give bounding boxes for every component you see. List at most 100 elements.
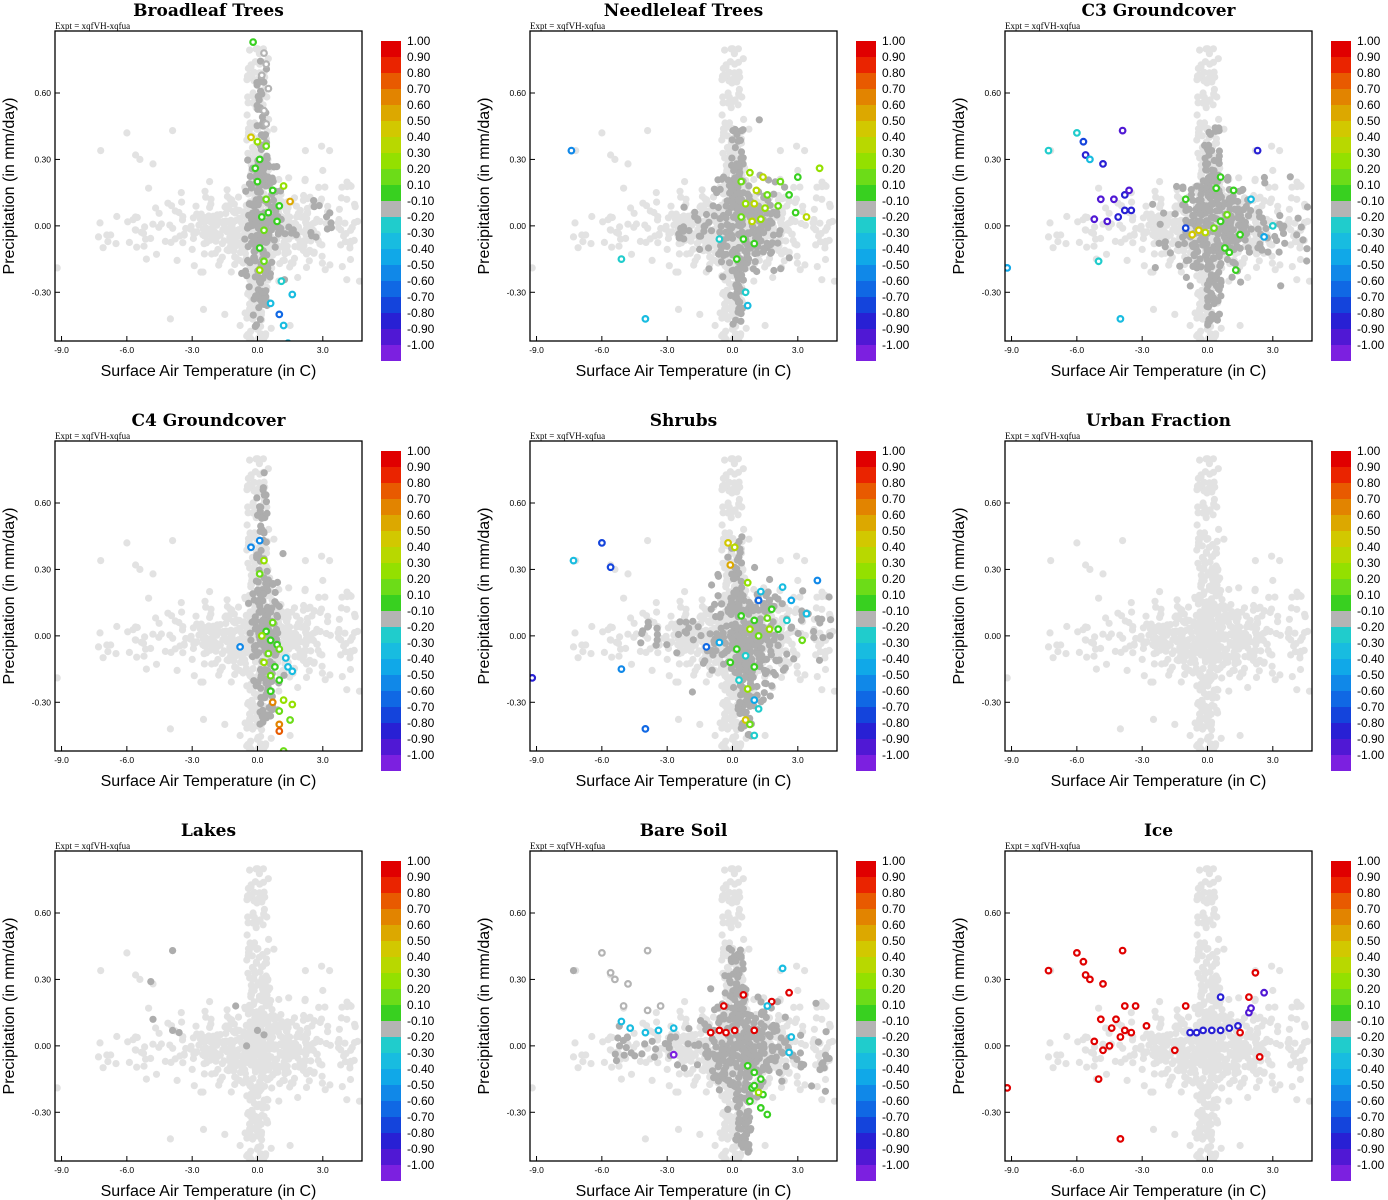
background-point	[1130, 230, 1138, 238]
panel-title: Broadleaf Trees	[133, 1, 284, 21]
grey-point	[745, 182, 753, 190]
background-point	[136, 565, 144, 574]
x-tick-label: 3.0	[792, 345, 804, 355]
background-point	[338, 593, 346, 601]
grey-point	[1209, 315, 1217, 323]
grey-point	[749, 265, 757, 273]
background-point	[667, 202, 675, 210]
data-point	[1079, 137, 1088, 146]
background-point	[630, 209, 638, 217]
y-tick-label: -0.30	[32, 697, 52, 707]
grey-point	[1293, 231, 1301, 239]
background-point	[305, 667, 313, 675]
grey-point	[1236, 244, 1244, 252]
background-point	[337, 194, 345, 202]
background-point	[620, 184, 628, 192]
data-point	[255, 570, 264, 578]
grey-point	[327, 219, 335, 227]
data-point	[1253, 146, 1262, 155]
grey-point	[725, 259, 734, 267]
colorbar: 1.000.900.800.700.600.500.400.300.200.10…	[381, 34, 435, 361]
background-point	[223, 602, 231, 611]
colorbar-label: 1.00	[407, 34, 431, 48]
grey-point	[1179, 185, 1187, 193]
background-point	[719, 93, 727, 101]
data-point	[279, 747, 288, 751]
grey-point	[287, 229, 295, 237]
background-point	[1091, 223, 1099, 231]
background-point	[304, 605, 312, 613]
background-point	[304, 619, 312, 627]
background-point	[1156, 178, 1164, 186]
background-point	[335, 205, 343, 213]
grey-point	[770, 266, 778, 275]
scatter-points	[530, 455, 837, 751]
background-point	[813, 263, 821, 271]
background-point	[227, 216, 235, 224]
background-point	[1194, 93, 1202, 101]
background-point	[147, 234, 155, 242]
background-point	[155, 223, 163, 231]
colorbar-swatch	[381, 611, 401, 627]
background-point	[1200, 68, 1208, 76]
grey-point	[696, 245, 704, 253]
grey-point	[1234, 214, 1243, 222]
data-point	[279, 696, 288, 704]
background-point	[1296, 255, 1305, 264]
colorbar-label: 0.50	[1357, 114, 1381, 128]
background-point	[246, 564, 254, 572]
grey-point	[1187, 186, 1195, 194]
grey-point	[1185, 256, 1193, 264]
background-point	[284, 248, 292, 256]
background-point	[133, 653, 141, 661]
background-point	[718, 72, 727, 80]
data-point	[266, 687, 275, 696]
grey-point	[737, 148, 746, 156]
background-point	[822, 237, 830, 245]
grey-point	[1204, 160, 1212, 168]
background-point	[192, 202, 200, 210]
background-point	[1193, 72, 1202, 80]
data-point	[1223, 210, 1231, 219]
data-point	[815, 164, 824, 173]
background-point	[675, 660, 684, 668]
data-point	[732, 255, 741, 264]
colorbar-label: 0.20	[882, 162, 906, 176]
colorbar-label: -0.10	[407, 194, 435, 208]
background-point	[173, 666, 181, 675]
background-point	[223, 186, 231, 194]
colorbar-label: 0.30	[882, 146, 906, 160]
background-point	[343, 195, 351, 203]
background-point	[219, 629, 227, 637]
grey-point	[1173, 182, 1181, 191]
background-point	[276, 260, 284, 268]
colorbar-label: -0.20	[407, 210, 435, 224]
grey-point	[251, 257, 259, 265]
colorbar-label: -0.50	[1357, 258, 1385, 272]
colorbar-label: -1.00	[407, 338, 435, 352]
grey-point	[685, 227, 693, 235]
background-point	[214, 245, 222, 254]
background-point	[141, 633, 149, 641]
background-point	[270, 125, 278, 133]
data-point	[776, 177, 785, 186]
background-point	[149, 570, 157, 578]
background-point	[343, 276, 351, 284]
grey-point	[1294, 214, 1302, 222]
grey-point	[273, 613, 282, 621]
grey-point	[1190, 212, 1198, 220]
background-point	[793, 241, 801, 249]
background-point	[234, 193, 243, 201]
colorbar-label: -0.60	[1357, 274, 1385, 288]
grey-point	[1297, 223, 1305, 231]
background-point	[816, 219, 824, 227]
background-point	[711, 241, 719, 249]
background-point	[145, 184, 153, 192]
colorbar-swatch	[856, 137, 876, 153]
background-point	[1252, 263, 1261, 271]
background-point	[674, 305, 683, 313]
x-axis-label: Surface Air Temperature (in C)	[101, 363, 317, 380]
y-tick-label: 0.30	[34, 564, 51, 574]
background-point	[193, 620, 201, 628]
colorbar-swatch	[381, 249, 401, 265]
